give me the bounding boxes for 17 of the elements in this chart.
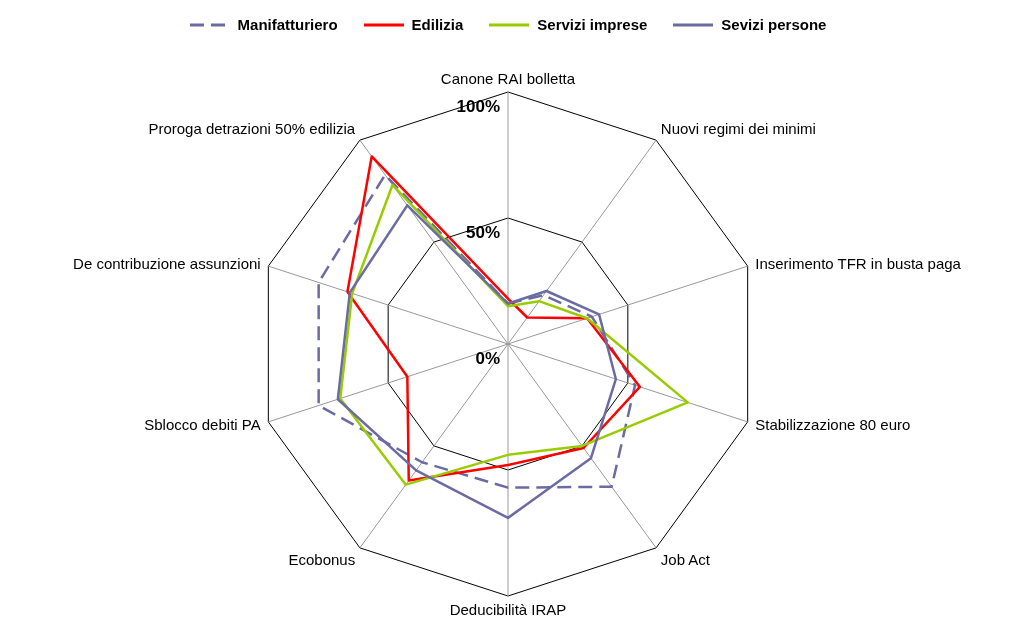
y-tick-label: 50% <box>465 222 500 242</box>
spoke-label: De contribuzione assunzioni <box>73 254 261 272</box>
spoke-label: Proroga detrazioni 50% edilizia <box>148 119 356 137</box>
spoke-label: Inserimento TFR in busta paga <box>755 254 962 272</box>
spoke-label: Ecobonus <box>288 550 356 568</box>
y-tick-label: 0% <box>475 348 500 368</box>
spoke-label: Job Act <box>660 550 711 568</box>
y-tick-label: 100% <box>456 96 500 116</box>
legend-label: Edilizia <box>410 16 464 33</box>
legend-label: Servizi imprese <box>536 16 648 33</box>
legend-label: Manifatturiero <box>236 16 338 33</box>
spoke-label: Sblocco debiti PA <box>144 415 261 433</box>
legend-label: Sevizi persone <box>720 16 827 33</box>
spoke-label: Canone RAI bolletta <box>440 70 576 87</box>
spoke-label: Nuovi regimi dei minimi <box>660 119 816 137</box>
spoke-label: Stabilizzazione 80 euro <box>755 415 911 433</box>
spoke-label: Deducibilità IRAP <box>449 600 567 618</box>
